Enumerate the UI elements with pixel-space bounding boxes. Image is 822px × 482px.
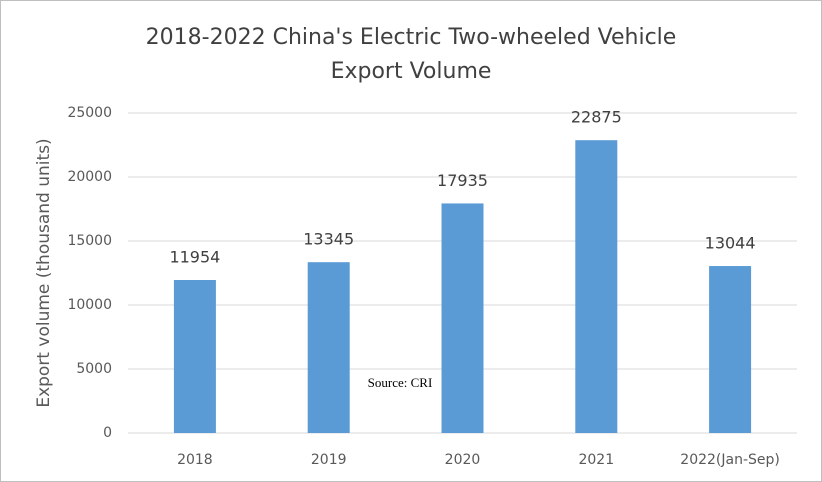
x-tick-label: 2022(Jan-Sep) — [680, 452, 780, 468]
annotation: Source: CRI — [368, 375, 433, 390]
y-tick-label: 0 — [103, 425, 112, 441]
chart-title: 2018-2022 China's Electric Two-wheeled V… — [146, 25, 677, 50]
y-tick-label: 20000 — [67, 169, 112, 185]
value-label: 13044 — [705, 234, 756, 253]
bar — [307, 262, 350, 433]
x-tick-label: 2020 — [445, 452, 481, 468]
bar — [173, 279, 216, 433]
y-tick-label: 15000 — [67, 233, 112, 249]
y-axis-label: Export volume (thousand units) — [34, 138, 54, 407]
x-tick-label: 2021 — [578, 452, 614, 468]
y-tick-label: 5000 — [76, 361, 112, 377]
value-label: 22875 — [571, 108, 622, 127]
bar — [441, 203, 484, 433]
y-tick-label: 25000 — [67, 105, 112, 121]
y-tick-label: 10000 — [67, 297, 112, 313]
value-label: 11954 — [169, 247, 220, 266]
bar — [575, 140, 618, 433]
x-tick-label: 2019 — [311, 452, 347, 468]
chart-title: Export Volume — [331, 59, 492, 84]
value-label: 17935 — [437, 171, 488, 190]
x-tick-label: 2018 — [177, 452, 213, 468]
value-label: 13345 — [303, 230, 354, 249]
bar — [709, 266, 752, 433]
